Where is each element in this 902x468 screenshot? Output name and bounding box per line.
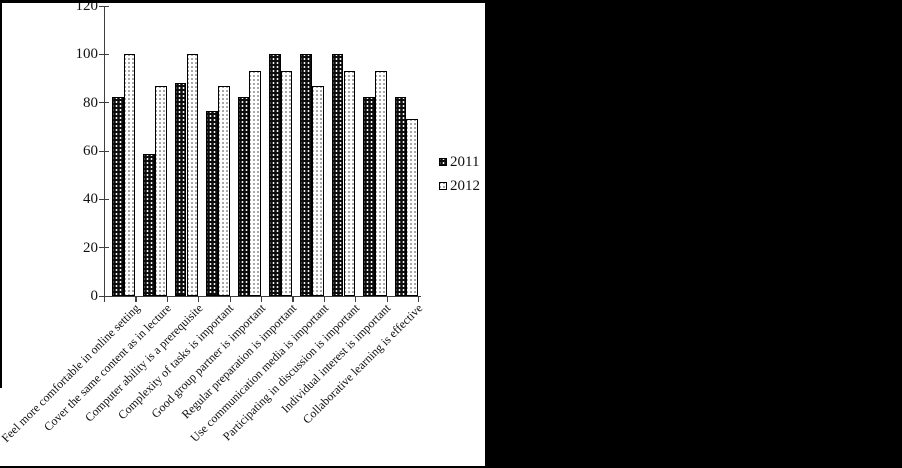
bar-2011-group-5 — [237, 96, 250, 296]
x-tick-mark — [104, 296, 106, 302]
bar-2012-group-10 — [406, 118, 418, 296]
right-black-panel — [485, 0, 902, 468]
y-tick-label: 0 — [90, 288, 99, 304]
x-tick-mark — [135, 296, 137, 302]
legend: 2011 2012 — [439, 154, 480, 202]
bottom-border-bar — [0, 466, 902, 468]
x-tick-mark — [229, 296, 231, 302]
y-tick-label: 120 — [75, 0, 99, 14]
bar-2012-group-5 — [249, 70, 261, 296]
bar-2012-group-3 — [186, 54, 199, 296]
legend-label-2011: 2011 — [450, 154, 480, 170]
bar-2011-group-7 — [300, 54, 313, 296]
y-tick-mark — [99, 247, 109, 249]
y-tick-mark — [99, 150, 109, 152]
legend-swatch-2012 — [439, 182, 447, 190]
legend-swatch-2011 — [439, 158, 447, 166]
bar-2012-group-9 — [374, 70, 387, 296]
legend-item-2011: 2011 — [439, 154, 480, 170]
bar-2012-group-6 — [280, 70, 293, 296]
y-tick-mark — [99, 53, 109, 56]
bar-2011-group-9 — [363, 96, 375, 296]
y-tick-label: 80 — [83, 94, 98, 111]
legend-label-2012: 2012 — [450, 178, 480, 194]
bar-2011-group-2 — [143, 153, 156, 296]
bar-2012-group-1 — [123, 54, 136, 296]
x-tick-mark — [261, 296, 263, 302]
x-tick-mark — [198, 296, 200, 302]
bar-2012-group-2 — [155, 86, 167, 296]
bar-2011-group-1 — [112, 96, 124, 296]
bar-2011-group-4 — [206, 111, 218, 296]
bar-2012-group-8 — [343, 70, 356, 296]
x-tick-mark — [323, 296, 325, 302]
left-border-bar — [0, 0, 2, 388]
x-tick-mark — [418, 296, 420, 302]
x-axis-line — [104, 296, 421, 298]
y-tick-label: 60 — [83, 143, 98, 159]
bar-2012-group-4 — [217, 86, 230, 296]
bar-2011-group-10 — [394, 96, 407, 296]
bar-2011-group-6 — [269, 54, 281, 296]
x-tick-mark — [292, 296, 294, 302]
legend-item-2012: 2012 — [439, 178, 480, 194]
y-tick-mark — [99, 102, 109, 104]
y-tick-mark — [99, 5, 109, 7]
y-tick-mark — [99, 198, 109, 201]
bar-2012-group-7 — [312, 86, 324, 296]
y-tick-label: 100 — [75, 46, 99, 63]
y-tick-label: 40 — [83, 191, 98, 208]
bar-2011-group-3 — [174, 82, 187, 296]
x-tick-mark — [166, 296, 168, 302]
y-tick-label: 20 — [83, 239, 98, 256]
top-border-bar — [0, 0, 902, 3]
bar-2011-group-8 — [331, 54, 344, 296]
x-tick-mark — [386, 296, 388, 302]
x-tick-mark — [355, 296, 357, 302]
